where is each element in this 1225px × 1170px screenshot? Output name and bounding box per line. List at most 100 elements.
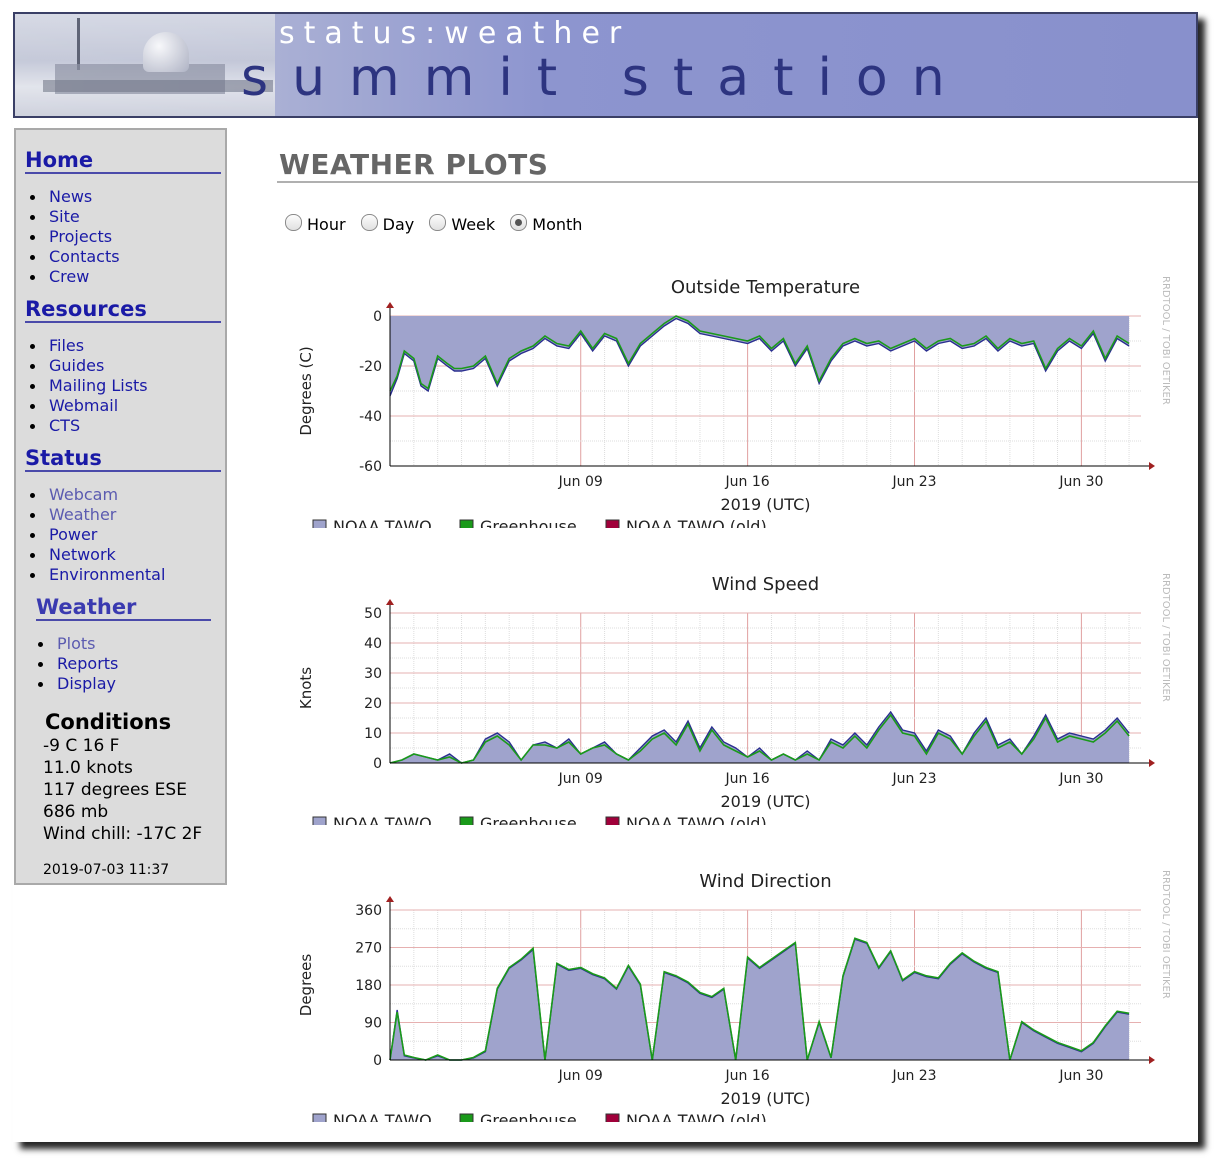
legend-swatch <box>312 1113 327 1122</box>
radio-week-label: Week <box>451 215 496 234</box>
nav-item-mailing-lists: Mailing Lists <box>25 376 148 396</box>
page-title: WEATHER PLOTS <box>279 148 549 181</box>
nav-link-mailing-lists[interactable]: Mailing Lists <box>49 376 148 395</box>
legend-swatch <box>459 1113 474 1122</box>
nav-item-weather: Weather <box>25 505 165 525</box>
legend-label: NOAA TAWO (old) <box>626 517 767 528</box>
x-axis-arrow-icon <box>1149 759 1155 767</box>
y-tick-label: 90 <box>364 1016 382 1032</box>
legend-swatch <box>605 816 620 825</box>
conditions-wind-chill: Wind chill: -17C 2F <box>43 824 203 844</box>
conditions-wind-direction: 117 degrees ESE <box>43 780 187 800</box>
legend-swatch <box>312 519 327 528</box>
nav-link-network[interactable]: Network <box>49 545 116 564</box>
banner-photo <box>15 14 275 116</box>
conditions-timestamp: 2019-07-03 11:37 <box>43 862 170 878</box>
radio-day-button[interactable] <box>360 214 378 231</box>
y-axis-arrow-icon <box>386 599 394 605</box>
series-line-greenhouse <box>389 315 1130 392</box>
nav-link-site[interactable]: Site <box>49 207 80 226</box>
banner-ground-graphic <box>43 80 273 92</box>
radio-hour[interactable]: Hour <box>285 214 346 234</box>
nav-link-contacts[interactable]: Contacts <box>49 247 120 266</box>
nav-link-weather[interactable]: Weather <box>49 505 117 524</box>
sidebar-section-resources[interactable]: Resources <box>25 297 221 323</box>
nav-link-reports[interactable]: Reports <box>57 654 119 673</box>
banner-subtitle: status:weather <box>279 16 631 51</box>
y-tick-label: 30 <box>364 666 382 682</box>
y-axis-label: Knots <box>297 667 315 709</box>
radio-week[interactable]: Week <box>429 214 495 234</box>
site-banner: status:weather summit station <box>13 12 1198 118</box>
x-tick-label: Jun 23 <box>891 771 936 787</box>
nav-link-plots[interactable]: Plots <box>57 634 96 653</box>
radio-month-button[interactable] <box>510 214 528 231</box>
y-tick-label: 0 <box>373 309 382 325</box>
legend-label: Greenhouse <box>480 517 577 528</box>
sidebar-section-status[interactable]: Status <box>25 446 221 472</box>
x-tick-label: Jun 09 <box>558 771 603 787</box>
y-tick-label: 20 <box>364 696 382 712</box>
y-tick-label: 360 <box>355 903 382 919</box>
legend-label: NOAA TAWO <box>333 517 432 528</box>
nav-item-guides: Guides <box>25 356 148 376</box>
nav-link-environmental[interactable]: Environmental <box>49 565 166 584</box>
x-tick-label: Jun 23 <box>891 474 936 490</box>
radio-hour-button[interactable] <box>285 214 302 231</box>
y-tick-label: 180 <box>355 978 382 994</box>
conditions-wind-speed: 11.0 knots <box>43 758 133 778</box>
y-axis-label: Degrees (C) <box>297 346 315 435</box>
sidebar: Home News Site Projects Contacts Crew Re… <box>14 128 227 885</box>
y-tick-label: 270 <box>355 941 382 957</box>
radio-day-label: Day <box>382 215 415 234</box>
radio-month[interactable]: Month <box>510 214 582 234</box>
y-tick-label: -60 <box>359 459 382 475</box>
y-axis-arrow-icon <box>386 896 394 902</box>
sidebar-section-home[interactable]: Home <box>25 148 221 174</box>
nav-link-display[interactable]: Display <box>57 674 116 693</box>
nav-link-power[interactable]: Power <box>49 525 98 544</box>
y-tick-label: 10 <box>364 726 382 742</box>
nav-item-cts: CTS <box>25 416 148 436</box>
nav-item-news: News <box>25 187 120 207</box>
legend-swatch <box>459 519 474 528</box>
nav-link-files[interactable]: Files <box>49 336 85 355</box>
nav-link-crew[interactable]: Crew <box>49 267 90 286</box>
nav-link-webcam[interactable]: Webcam <box>49 485 119 504</box>
page-frame: status:weather summit station Home News … <box>13 12 1198 1142</box>
nav-item-environmental: Environmental <box>25 565 165 585</box>
rrdtool-watermark: RRDTOOL / TOBI OETIKER <box>1160 573 1171 702</box>
legend-label: NOAA TAWO <box>333 1111 432 1122</box>
radio-week-button[interactable] <box>429 214 447 231</box>
sidebar-section-weather[interactable]: Weather <box>36 595 211 621</box>
legend-label: NOAA TAWO (old) <box>626 814 767 825</box>
x-tick-label: Jun 09 <box>558 474 603 490</box>
nav-item-reports: Reports <box>33 654 118 674</box>
x-axis-arrow-icon <box>1149 1056 1155 1064</box>
radio-day[interactable]: Day <box>360 214 415 234</box>
conditions-pressure: 686 mb <box>43 802 109 822</box>
nav-item-plots: Plots <box>33 634 118 654</box>
x-axis-label: 2019 (UTC) <box>720 792 810 811</box>
nav-link-news[interactable]: News <box>49 187 93 206</box>
banner-mast-graphic <box>77 18 80 70</box>
nav-link-projects[interactable]: Projects <box>49 227 113 246</box>
legend-label: NOAA TAWO <box>333 814 432 825</box>
radio-hour-label: Hour <box>307 215 346 234</box>
chart-outside-temperature: Outside Temperature 0 -20 -40 -60 Jun 09 Jun 1… <box>297 276 1171 528</box>
x-axis-label: 2019 (UTC) <box>720 1089 810 1108</box>
home-nav-list: News Site Projects Contacts Crew <box>25 187 120 287</box>
nav-link-guides[interactable]: Guides <box>49 356 105 375</box>
nav-link-cts[interactable]: CTS <box>49 416 81 435</box>
y-tick-label: 0 <box>373 1053 382 1069</box>
y-axis-arrow-icon <box>386 302 394 308</box>
x-tick-label: Jun 16 <box>725 474 770 490</box>
x-tick-label: Jun 30 <box>1058 1068 1103 1084</box>
x-tick-label: Jun 30 <box>1058 771 1103 787</box>
nav-link-webmail[interactable]: Webmail <box>49 396 119 415</box>
x-axis-arrow-icon <box>1149 462 1155 470</box>
chart-title: Wind Direction <box>699 871 831 892</box>
legend-swatch <box>459 816 474 825</box>
resources-nav-list: Files Guides Mailing Lists Webmail CTS <box>25 336 148 436</box>
chart-wind-speed: Wind Speed 50 40 30 20 10 0 Jun 09 Jun 16 Jun 23 J… <box>297 573 1171 825</box>
